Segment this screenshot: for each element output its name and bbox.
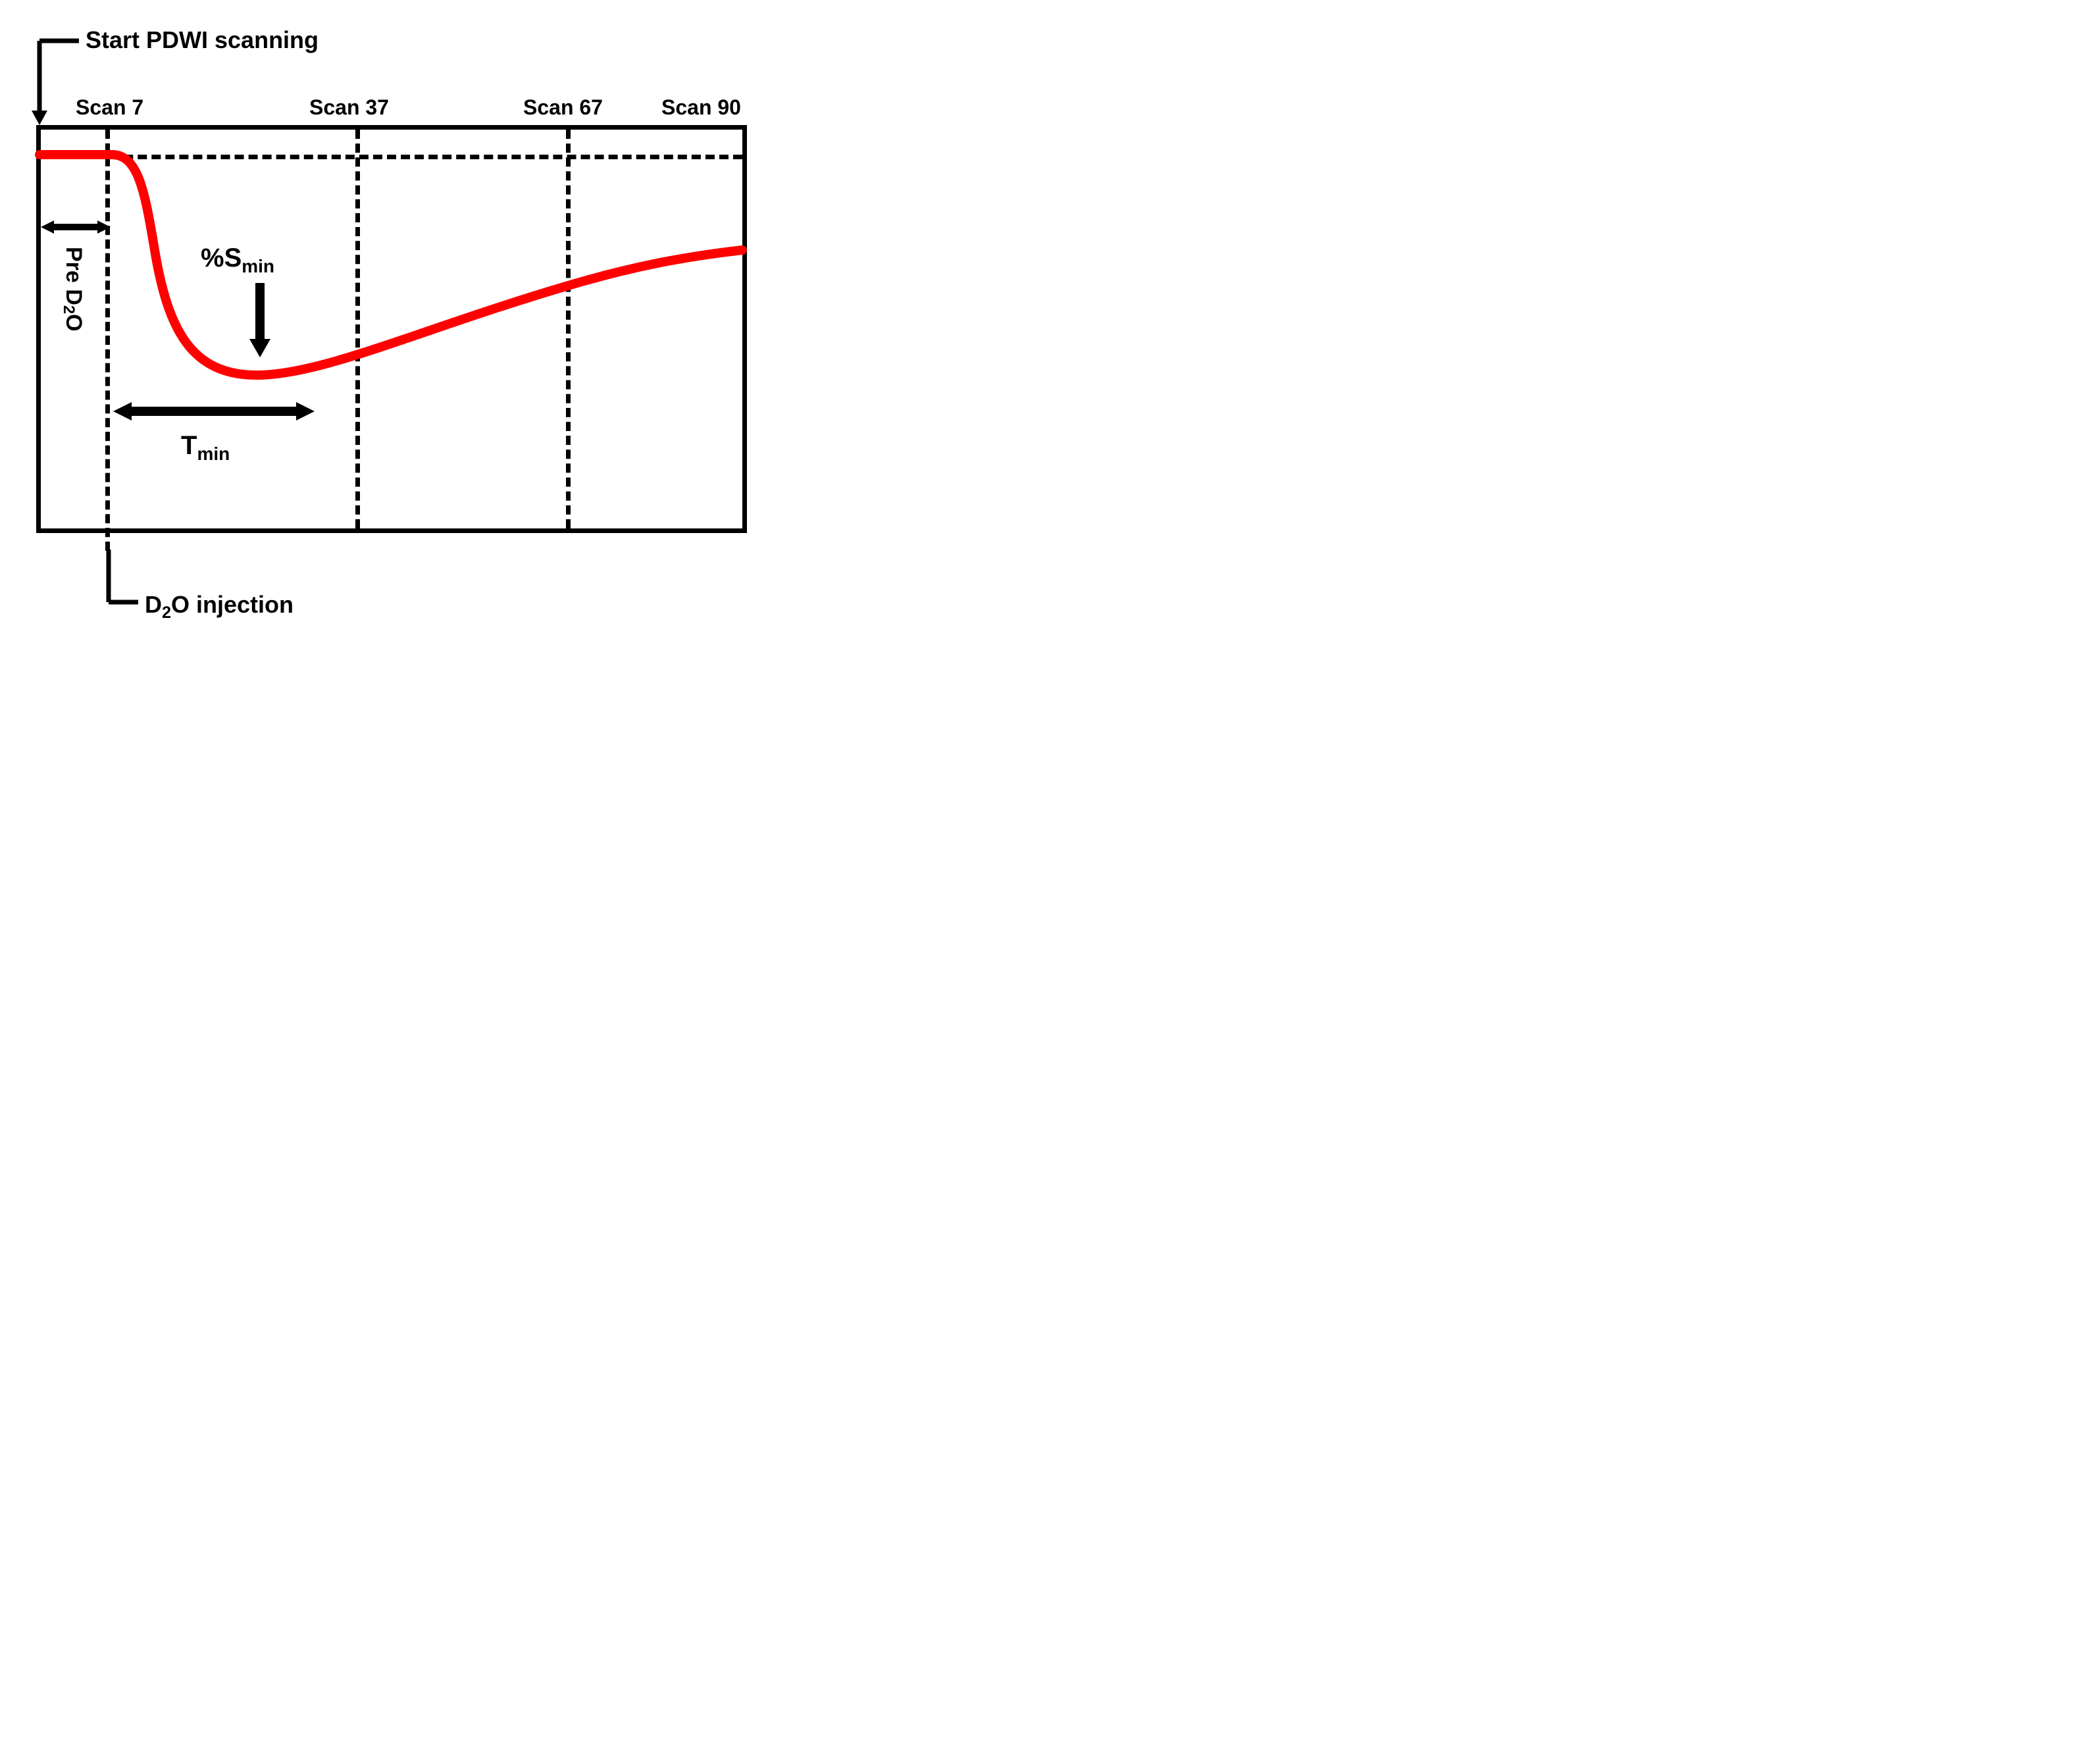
pred2o-label: Pre D2O: [59, 247, 86, 332]
plot-box: [36, 125, 747, 533]
d2o-arrow-icon: [99, 546, 145, 612]
tmin-arrow-icon: [112, 398, 316, 424]
smin-arrow-icon: [247, 280, 273, 359]
top-title: Start PDWI scanning: [86, 26, 319, 54]
tmin-label: Tmin: [181, 431, 230, 465]
dashed-vline-scan67: [566, 130, 571, 528]
pred2o-arrow-icon: [39, 217, 112, 237]
dashed-vline-scan37: [355, 130, 360, 528]
dashed-hline-baseline: [41, 155, 742, 159]
scan90-label: Scan 90: [661, 95, 741, 120]
diagram-container: Start PDWI scanning Scan 7 Scan 37 Scan …: [26, 26, 750, 632]
scan37-label: Scan 37: [309, 95, 389, 120]
scan7-label: Scan 7: [76, 95, 143, 120]
dashed-vline-scan7: [105, 130, 110, 551]
scan67-label: Scan 67: [523, 95, 603, 120]
smin-label: %Smin: [201, 243, 274, 277]
d2o-injection-label: D2O injection: [145, 591, 294, 623]
